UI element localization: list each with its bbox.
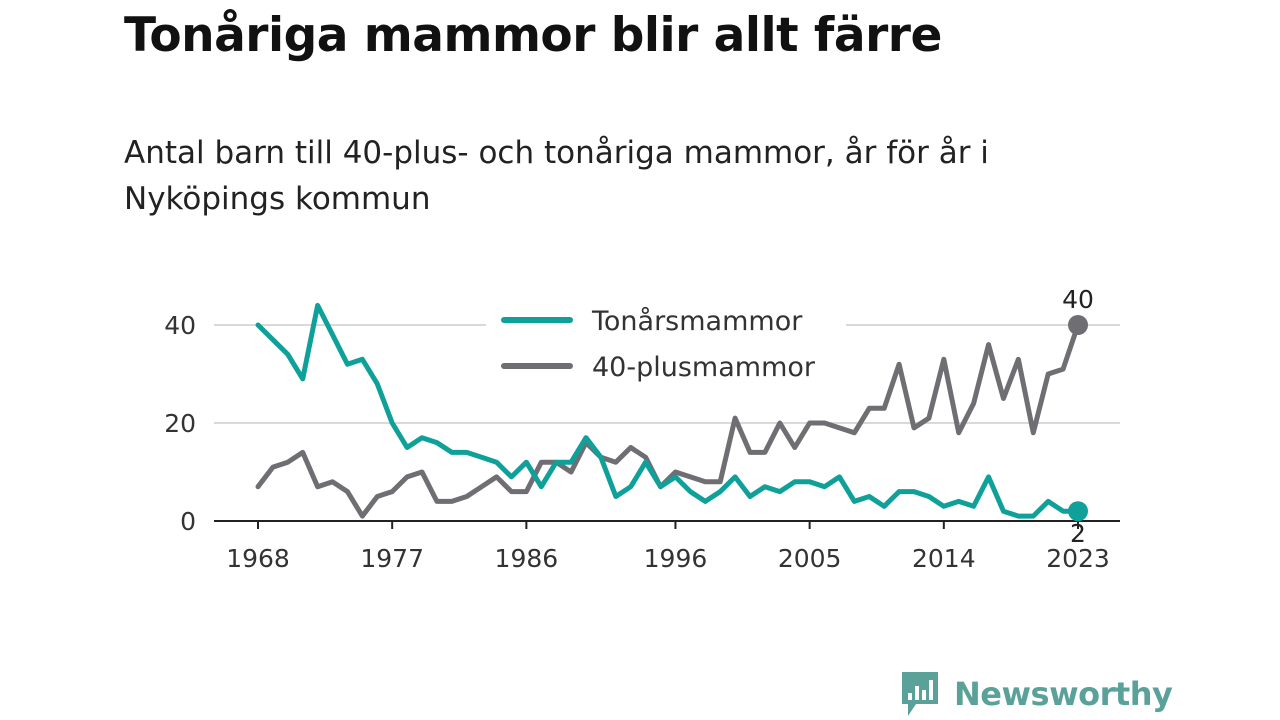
- x-tick-label: 1968: [226, 544, 290, 573]
- brand-logo[interactable]: Newsworthy: [900, 668, 1173, 720]
- legend-label: 40-plusmammor: [592, 352, 816, 383]
- end-marker-40-plusmammor: [1068, 315, 1088, 335]
- legend-background: [486, 293, 846, 391]
- brand-name: Newsworthy: [954, 675, 1173, 713]
- x-tick-label: 1996: [644, 544, 708, 573]
- x-tick-label: 1986: [495, 544, 559, 573]
- page-title: Tonåriga mammor blir allt färre: [124, 8, 942, 63]
- page-subtitle: Antal barn till 40-plus- och tonåriga ma…: [124, 135, 989, 217]
- series-line-tonarsmammor: [255, 302, 1081, 519]
- end-label-40-plusmammor: 40: [1062, 285, 1094, 314]
- y-tick-label: 0: [180, 507, 196, 536]
- y-tick-label: 20: [164, 409, 196, 438]
- y-tick-label: 40: [164, 311, 196, 340]
- x-tick-label: 2005: [778, 544, 842, 573]
- end-marker-tonarsmammor: [1068, 501, 1088, 522]
- x-tick-label: 1977: [360, 544, 424, 573]
- x-tick-label: 2014: [912, 544, 976, 573]
- legend-label: Tonårsmammor: [591, 306, 803, 337]
- x-tick-label: 2023: [1046, 544, 1110, 573]
- end-label-tonarsmammor: 2: [1070, 519, 1086, 548]
- newsworthy-logo-icon: [902, 672, 938, 716]
